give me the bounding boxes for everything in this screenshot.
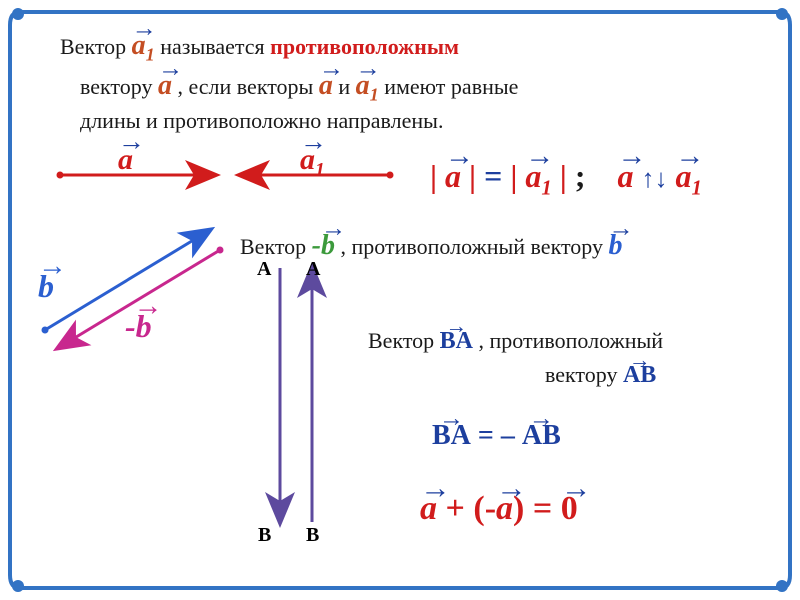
label-A1: A — [257, 258, 271, 281]
label-neg-b: →-b — [125, 308, 152, 345]
label-A2: A — [306, 258, 320, 281]
eq-zero: →a + (-→a) = →0 — [420, 490, 578, 528]
label-a: →a — [118, 143, 133, 177]
line1: Вектор → a1 называется противоположным — [60, 30, 459, 66]
eq-magnitude: | →a | = | →a1 | ; →a ↑↓ →a1 — [430, 158, 702, 200]
ba-desc-1: Вектор →BA , противоположный — [368, 328, 663, 355]
label-b: →b — [38, 268, 54, 305]
line2: вектору → a , если векторы → a и → a1 им… — [80, 70, 518, 106]
eq-ba: →BA = – →AB — [432, 420, 561, 452]
ba-desc-2: вектору →AB — [545, 362, 656, 389]
b-desc-line: Вектор -→b , противоположный вектору →b — [240, 230, 623, 262]
label-a1: →a1 — [300, 143, 325, 182]
label-B1: B — [258, 524, 271, 547]
label-B2: B — [306, 524, 319, 547]
